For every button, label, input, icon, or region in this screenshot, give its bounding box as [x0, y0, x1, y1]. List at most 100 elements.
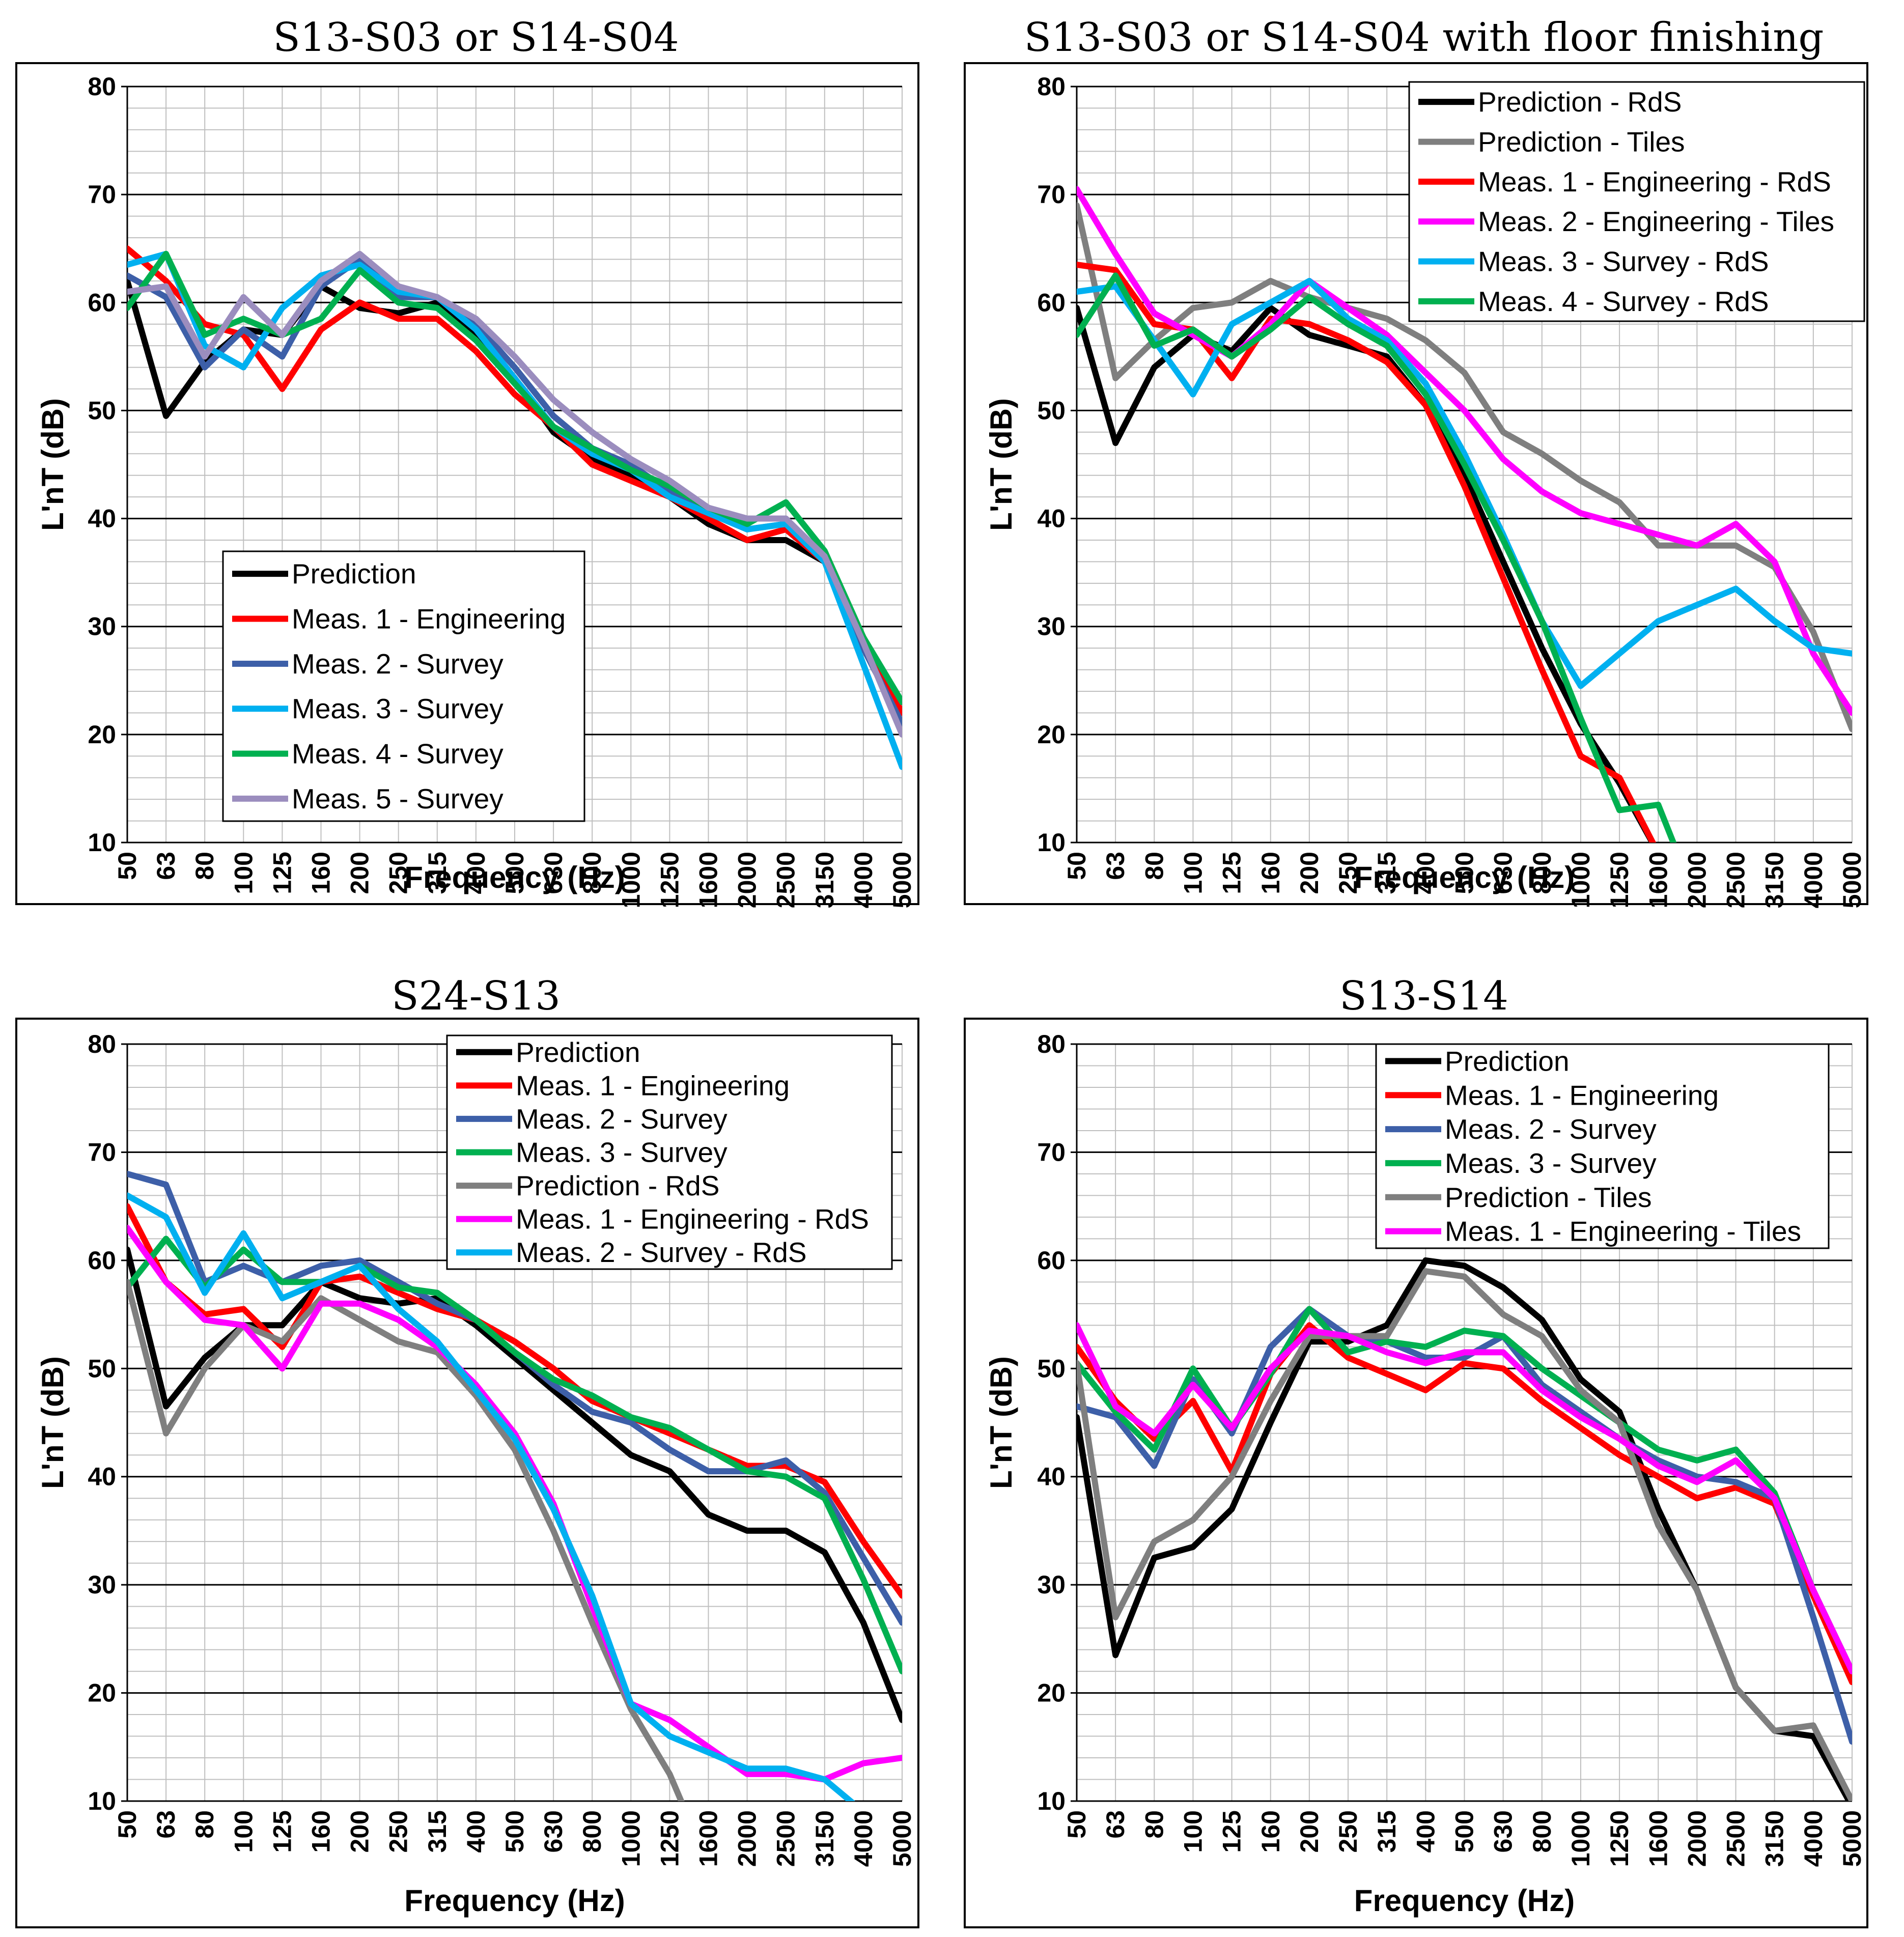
x-tick-label: 500: [500, 852, 529, 894]
chart-title: S13-S14: [1339, 973, 1508, 1019]
series-line: [1077, 1322, 1852, 1686]
y-tick-label: 10: [1037, 828, 1066, 857]
y-tick-label: 80: [88, 1030, 116, 1058]
y-tick-label: 10: [88, 828, 116, 857]
y-tick-label: 70: [1037, 1138, 1066, 1166]
y-axis-label: L'nT (dB): [36, 1356, 70, 1489]
x-tick-label: 50: [1062, 1810, 1091, 1839]
legend-label: Meas. 2 - Survey - RdS: [516, 1237, 807, 1268]
x-tick-label: 400: [462, 852, 490, 894]
legend-label: Prediction - RdS: [516, 1170, 719, 1201]
series-line: [1077, 1306, 1852, 1675]
x-tick-label: 125: [1218, 852, 1246, 894]
series-line: [1077, 277, 1852, 689]
y-tick-label: 50: [88, 396, 116, 425]
x-tick-label: 4000: [1799, 1810, 1828, 1867]
legend-label: Meas. 1 - Engineering - RdS: [516, 1203, 869, 1235]
legend-box: [222, 550, 585, 822]
x-tick-label: 2500: [772, 852, 800, 908]
y-tick-label: 30: [1037, 1570, 1066, 1599]
y-axis-label: L'nT (dB): [984, 1356, 1018, 1489]
x-tick-label: 1000: [1566, 1810, 1595, 1867]
y-tick-label: 40: [1037, 504, 1066, 533]
x-tick-label: 1600: [694, 1810, 723, 1867]
x-tick-label: 400: [1411, 852, 1440, 894]
x-tick-label: 315: [1373, 1810, 1401, 1852]
y-tick-label: 20: [88, 720, 116, 749]
series-line: [1077, 1268, 1852, 1801]
legend-label: Meas. 2 - Engineering - Tiles: [1478, 206, 1834, 237]
x-tick-label: 100: [229, 1810, 258, 1852]
legend-box: [1375, 1043, 1830, 1249]
y-tick-label: 20: [1037, 720, 1066, 749]
chart-panel-4: S13-S14 10 20 30 40 50 60 70 80 50 63 80 100 125 160 20…: [964, 973, 1868, 1928]
chart-title: S24-S13: [391, 973, 561, 1019]
series-lines: [1077, 1257, 1852, 1801]
x-tick-label: 2500: [1722, 852, 1750, 908]
x-tick-label: 1600: [1644, 852, 1672, 908]
x-axis-label: Frequency (Hz): [404, 860, 625, 894]
x-tick-label: 800: [1528, 1810, 1556, 1852]
legend-label: Meas. 5 - Survey: [292, 783, 503, 815]
x-tick-label: 250: [384, 1810, 413, 1852]
y-tick-label: 20: [1037, 1679, 1066, 1707]
y-tick-label: 50: [1037, 396, 1066, 425]
x-tick-label: 4000: [849, 852, 878, 908]
x-tick-label: 50: [113, 1810, 142, 1839]
x-tick-label: 80: [1140, 1810, 1168, 1839]
x-axis-label: Frequency (Hz): [1354, 860, 1575, 894]
x-tick-label: 63: [1101, 1810, 1130, 1839]
x-tick-label: 1600: [694, 852, 723, 908]
x-tick-label: 1600: [1644, 1810, 1672, 1867]
x-tick-label: 2000: [733, 852, 762, 908]
y-tick-label: 60: [1037, 1246, 1066, 1275]
y-tick-label: 40: [88, 1463, 116, 1491]
series-lines: [1077, 186, 1852, 843]
x-tick-label: 1250: [655, 1810, 684, 1867]
y-tick-label: 40: [1037, 1463, 1066, 1491]
x-tick-label: 630: [539, 1810, 568, 1852]
legend-label: Meas. 3 - Survey: [1445, 1147, 1657, 1179]
x-tick-label: 250: [1334, 852, 1362, 894]
legend-label: Meas. 2 - Survey: [292, 648, 503, 680]
y-tick-label: 80: [1037, 1030, 1066, 1058]
legend-label: Meas. 4 - Survey - RdS: [1478, 286, 1769, 317]
x-axis-label: Frequency (Hz): [1354, 1884, 1575, 1918]
x-tick-label: 80: [190, 852, 219, 880]
series-line: [1077, 304, 1656, 843]
x-tick-label: 315: [423, 1810, 452, 1852]
y-tick-label: 70: [1037, 180, 1066, 209]
series-line: [127, 1225, 902, 1783]
x-tick-label: 1250: [1605, 1810, 1634, 1867]
series-line: [127, 250, 902, 770]
x-tick-label: 80: [1140, 852, 1168, 880]
y-tick-label: 60: [88, 288, 116, 317]
x-tick-label: 400: [1411, 1810, 1440, 1852]
x-tick-label: 500: [500, 1810, 529, 1852]
x-tick-label: 4000: [849, 1810, 878, 1867]
x-tick-label: 200: [346, 852, 374, 894]
chart-panel-3: S24-S13 10 20 30 40 50 60 70 80 50 63 80 100 125 160 20…: [15, 973, 919, 1928]
gridlines: [127, 1043, 903, 1802]
x-tick-label: 160: [307, 1810, 335, 1852]
x-tick-label: 200: [1295, 1810, 1324, 1852]
x-tick-label: 3150: [810, 1810, 839, 1867]
y-tick-label: 60: [88, 1246, 116, 1275]
x-tick-label: 630: [1489, 852, 1518, 894]
x-tick-label: 2000: [733, 1810, 762, 1867]
x-tick-label: 160: [307, 852, 335, 894]
x-tick-label: 800: [578, 852, 606, 894]
y-tick-label: 50: [88, 1354, 116, 1383]
legend-label: Meas. 1 - Engineering: [1445, 1079, 1719, 1111]
x-tick-label: 500: [1450, 1810, 1479, 1852]
x-tick-label: 2500: [772, 1810, 800, 1867]
x-axis-label: Frequency (Hz): [404, 1884, 625, 1918]
x-tick-label: 5000: [1838, 852, 1866, 908]
x-tick-label: 80: [190, 1810, 219, 1839]
legend-box: [446, 1034, 893, 1270]
x-tick-label: 630: [1489, 1810, 1518, 1852]
legend-label: Prediction: [1445, 1045, 1570, 1077]
